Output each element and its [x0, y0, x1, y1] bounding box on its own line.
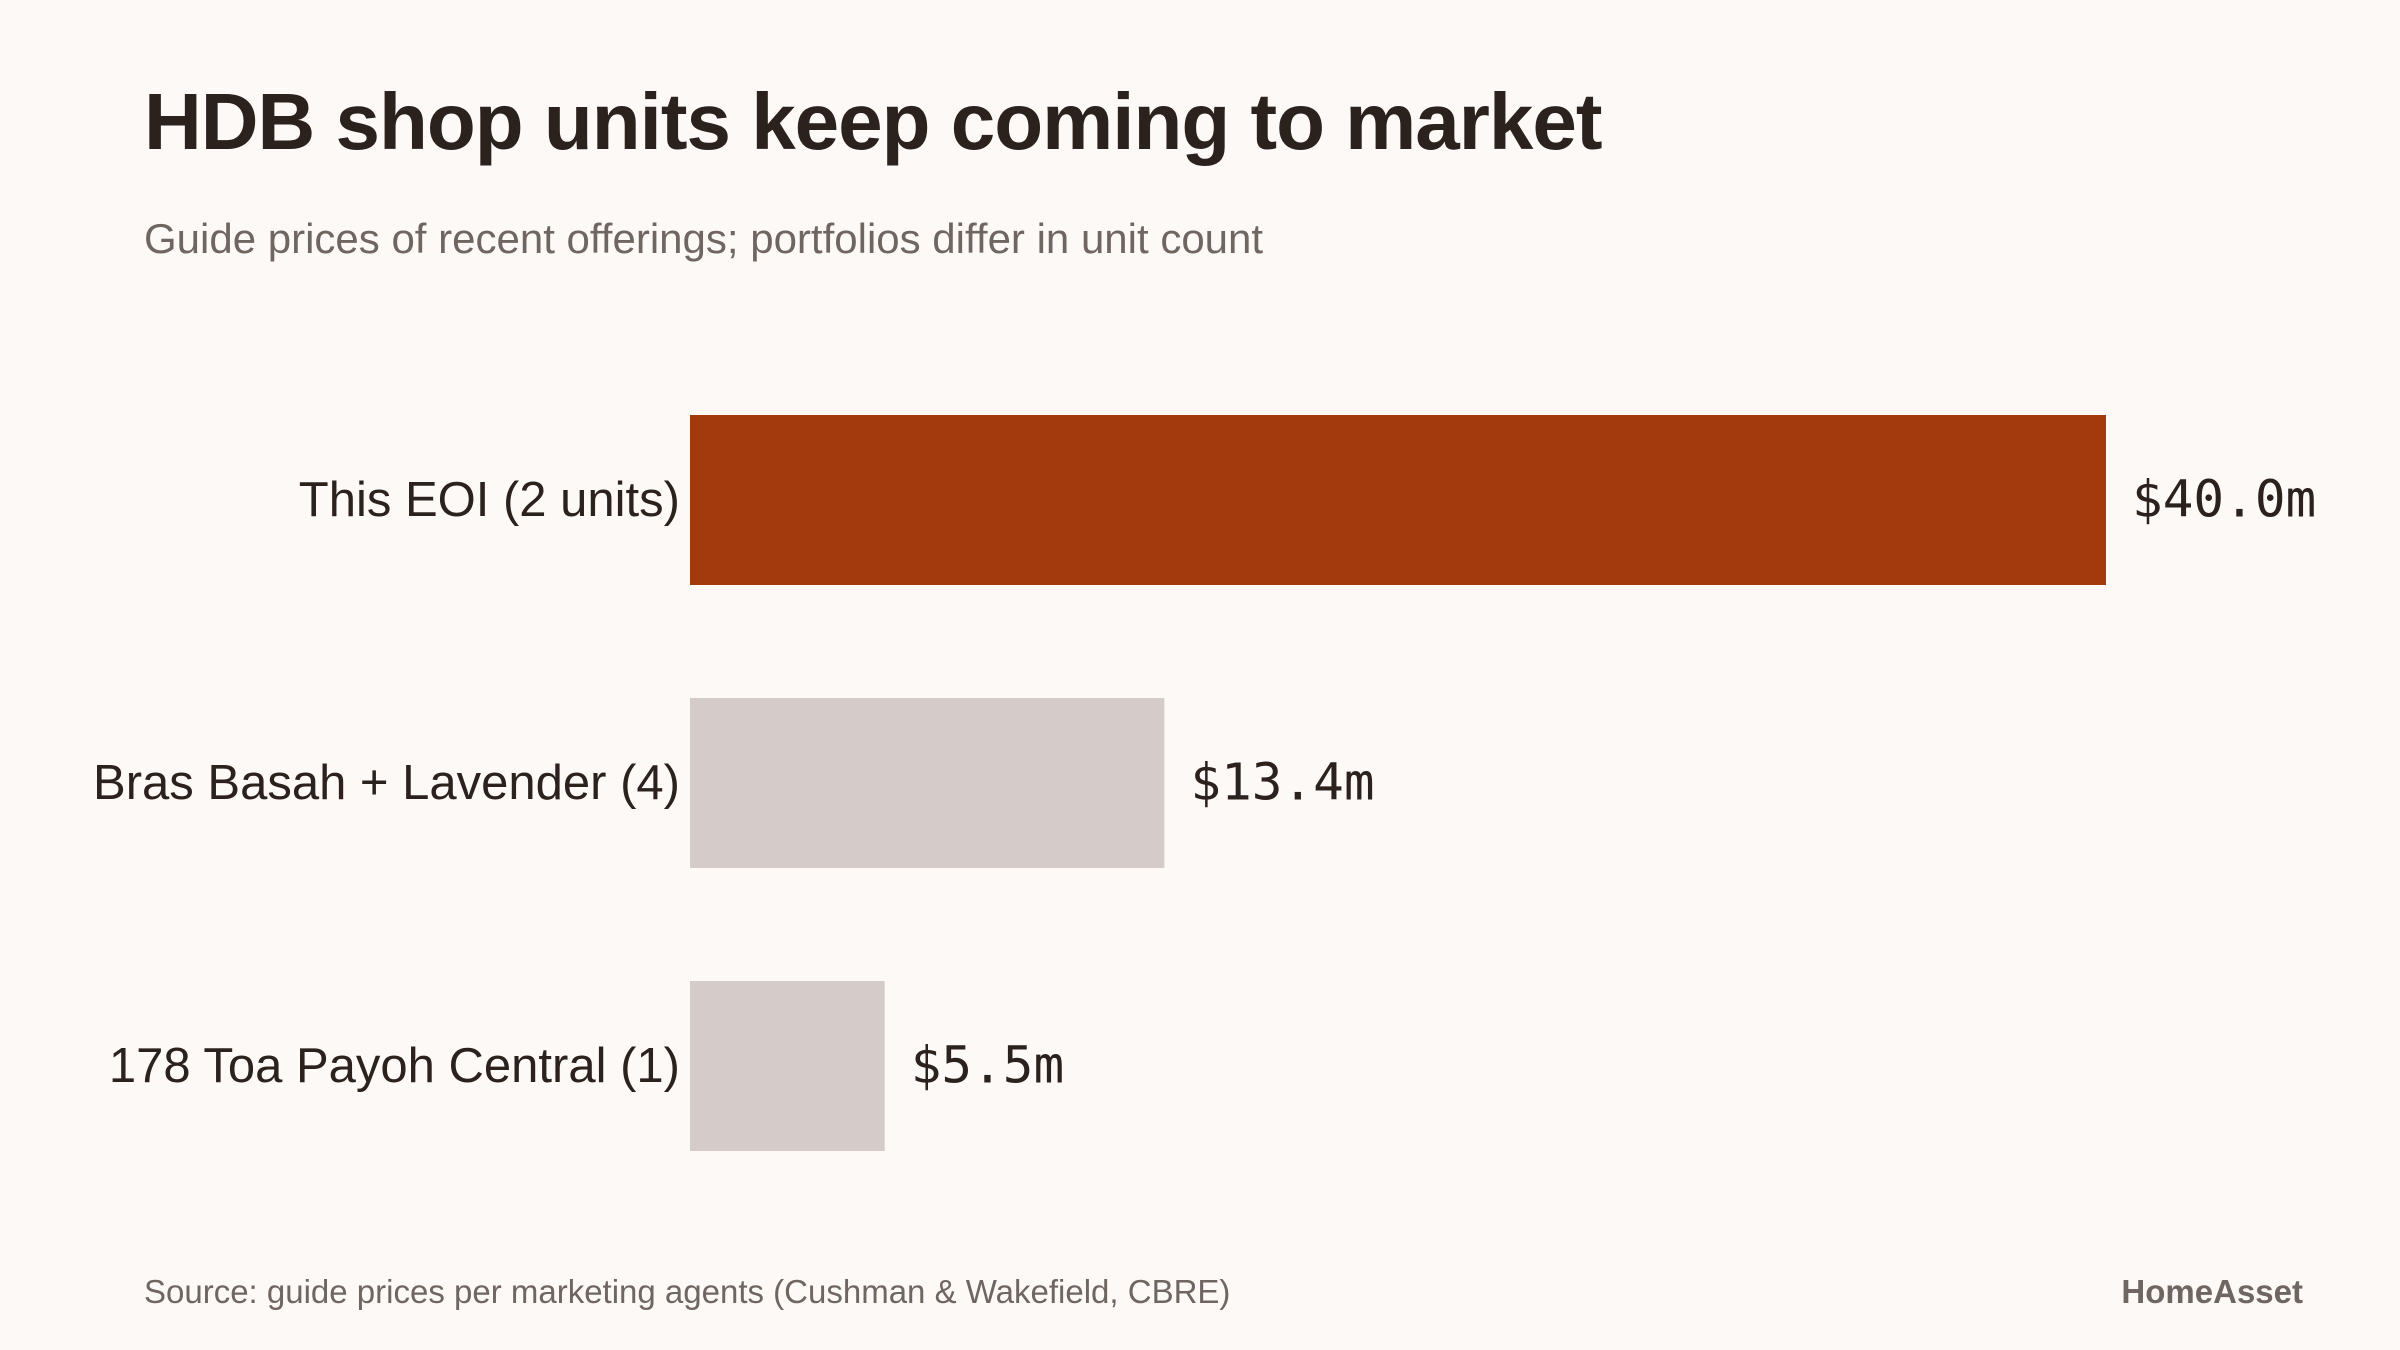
- bar-this-eoi-2-units: [690, 415, 2106, 585]
- category-label-178-toa-payoh-central-1: 178 Toa Payoh Central (1): [109, 1039, 680, 1093]
- source-note: Source: guide prices per marketing agent…: [144, 1273, 1231, 1310]
- bar-bras-basah-lavender-4: [690, 698, 1165, 868]
- category-label-bras-basah-lavender-4: Bras Basah + Lavender (4): [93, 756, 680, 810]
- value-label-178-toa-payoh-central-1: $5.5m: [911, 1037, 1065, 1096]
- chart-title: HDB shop units keep coming to market: [144, 77, 1603, 166]
- brand-logo: HomeAsset: [2121, 1273, 2303, 1310]
- chart-subtitle: Guide prices of recent offerings; portfo…: [144, 215, 1264, 262]
- category-label-this-eoi-2-units: This EOI (2 units): [299, 473, 680, 527]
- value-label-this-eoi-2-units: $40.0m: [2132, 471, 2316, 530]
- bar-178-toa-payoh-central-1: [690, 981, 885, 1151]
- bar-chart: This EOI (2 units) $40.0m Bras Basah + Lav…: [93, 415, 2316, 1151]
- value-label-bras-basah-lavender-4: $13.4m: [1190, 754, 1374, 813]
